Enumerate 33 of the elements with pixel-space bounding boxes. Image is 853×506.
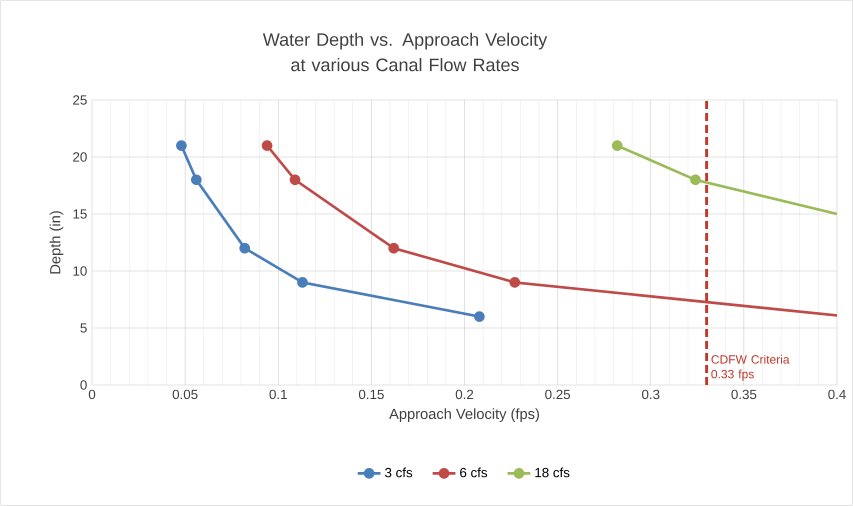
- x-tick-label: 0.4: [828, 390, 846, 400]
- x-axis-title: Approach Velocity (fps): [389, 408, 539, 422]
- x-tick-label: 0.35: [731, 390, 756, 400]
- point: [509, 277, 520, 288]
- point: [388, 242, 400, 254]
- y-tick-label: 20: [73, 152, 87, 162]
- legend-label: 3 cfs: [385, 468, 412, 478]
- point: [612, 140, 623, 151]
- legend-label: 6 cfs: [460, 468, 488, 478]
- y-tick-label: 0: [80, 380, 87, 390]
- x-tick-label: 0: [88, 390, 96, 400]
- point: [290, 174, 300, 186]
- x-tick-label: 0.2: [456, 390, 474, 400]
- chart-title: Water Depth vs. Approach Velocity at various Canal Flow Rates: [262, 32, 548, 72]
- point: [176, 140, 187, 151]
- x-tick-label: 0.05: [172, 390, 198, 400]
- ref-line-label: CDFW Criteria 0.33 fps: [711, 354, 790, 381]
- legend-label: 18 cfs: [535, 468, 570, 478]
- x-tick-label: 0.15: [358, 390, 384, 400]
- y-tick-label: 5: [80, 323, 87, 333]
- y-tick-label: 15: [73, 209, 87, 219]
- point: [474, 311, 485, 322]
- point: [190, 174, 202, 186]
- y-tick-label: 25: [73, 95, 87, 105]
- point: [262, 140, 272, 151]
- x-tick-label: 0.1: [270, 390, 287, 400]
- x-tick-label: 0.25: [545, 390, 570, 400]
- y-tick-label: 10: [73, 266, 87, 276]
- point: [239, 242, 250, 254]
- y-axis-title: Depth (in): [50, 211, 64, 274]
- point: [690, 174, 701, 186]
- x-tick-label: 0.3: [642, 390, 660, 400]
- point: [297, 277, 308, 288]
